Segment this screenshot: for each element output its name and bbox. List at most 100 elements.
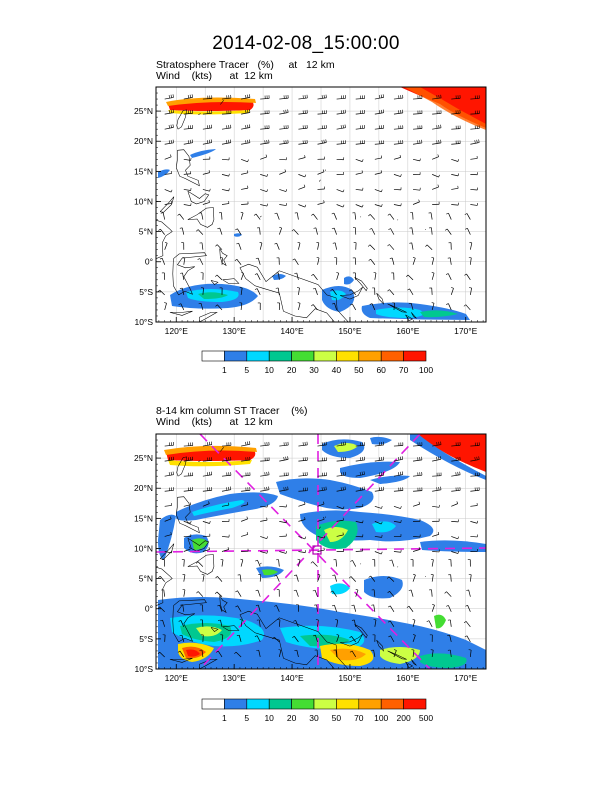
wind-barb-feather [287,109,289,113]
wind-barb [202,172,210,175]
wind-barb [353,604,357,612]
wind-barb [431,605,435,612]
wind-barb-feather [191,139,193,143]
tracer-area [434,614,446,629]
wind-barb [298,503,306,507]
wind-barb [276,575,280,582]
wind-barb [355,204,363,208]
wind-barb [279,521,287,524]
wind-barb [279,551,287,554]
wind-barb [465,304,471,311]
colorbar-swatch [291,698,315,710]
wind-barb-feather [349,289,352,292]
wind-barb [221,559,224,567]
wind-barb-feather [431,272,435,274]
wind-barb [470,287,472,295]
wind-barb [221,97,231,100]
colorbar-swatch [403,698,427,710]
wind-barb-feather [158,575,161,579]
wind-barb [202,142,212,145]
wind-barb [183,548,191,552]
wind-barb [197,591,204,597]
wind-barb [316,604,318,612]
wind-barb-feather [179,287,183,289]
wind-barb [183,173,191,175]
wind-barb-feather [291,229,294,232]
wind-barb-feather [287,486,289,490]
colorbar-label: 1 [222,365,227,375]
wind-barb-feather [464,213,468,215]
wind-barb [164,459,174,462]
wind-barb-feather [278,649,282,651]
wind-barb [393,174,401,177]
wind-barb [256,288,261,296]
wind-barb [470,204,478,206]
wind-barb [432,186,439,190]
wind-barb [183,158,191,161]
wind-barb-feather [170,94,172,98]
wind-barb [237,605,242,612]
coastline [405,314,414,322]
lat-tick-label: 20°N [134,136,153,146]
wind-barb [448,303,452,311]
wind-barb [336,127,346,130]
wind-barb [219,227,223,235]
wind-barb-feather [400,174,402,177]
wind-barb-feather [215,274,218,277]
wind-barb-feather [209,471,211,476]
colorbar-label: 100 [419,365,433,375]
coastline [354,277,368,292]
wind-barb [336,143,346,145]
wind-barb-feather [363,471,365,475]
wind-barb-feather [159,257,163,260]
wind-barb [241,187,249,190]
wind-barb [312,304,318,311]
wind-barb-feather [418,501,420,505]
wind-barb [370,575,376,582]
wind-barb [470,459,480,462]
tracer-area [376,307,424,318]
wind-barb-feather [179,227,183,229]
tracer-area [372,521,396,533]
coastline [210,627,219,632]
wind-barb-feather [465,228,468,230]
coastline [159,543,175,560]
colorbar-swatch [380,698,404,710]
wind-barb-feather [330,289,333,291]
wind-barb-feather [336,634,340,636]
wind-barb [334,574,337,582]
wind-barb [410,589,414,597]
wind-barb [332,289,337,296]
wind-barb-feather [190,520,192,524]
wind-barb [373,589,376,597]
tracer-area [340,461,400,478]
wind-barb [183,257,186,265]
wind-barb [260,536,267,540]
coastline [172,599,207,643]
wind-barb-feather [274,605,277,607]
wind-barb-feather [387,289,390,292]
colorbar-label: 30 [309,365,319,375]
wind-barb [470,445,480,447]
wind-barb-feather [266,486,268,491]
coastline [259,215,262,218]
wind-barb [470,98,480,100]
lon-tick-label: 120°E [165,673,189,683]
wind-barb-feather [463,304,466,307]
wind-barb [470,128,480,130]
wind-barb [432,156,439,160]
wind-barb [164,156,172,160]
wind-barb [221,536,230,538]
wind-barb [370,258,376,265]
wind-barb [219,605,223,612]
wind-barb-feather [382,94,384,98]
wind-barb [273,636,280,643]
wind-barb-feather [407,288,410,291]
wind-barb-feather [226,140,228,144]
wind-barb [239,574,242,582]
wind-barb-feather [164,241,168,244]
panel1-gridlines [156,87,486,323]
coastline [220,447,224,452]
wind-barb-feather [369,228,372,230]
wind-barb-feather [294,574,297,576]
